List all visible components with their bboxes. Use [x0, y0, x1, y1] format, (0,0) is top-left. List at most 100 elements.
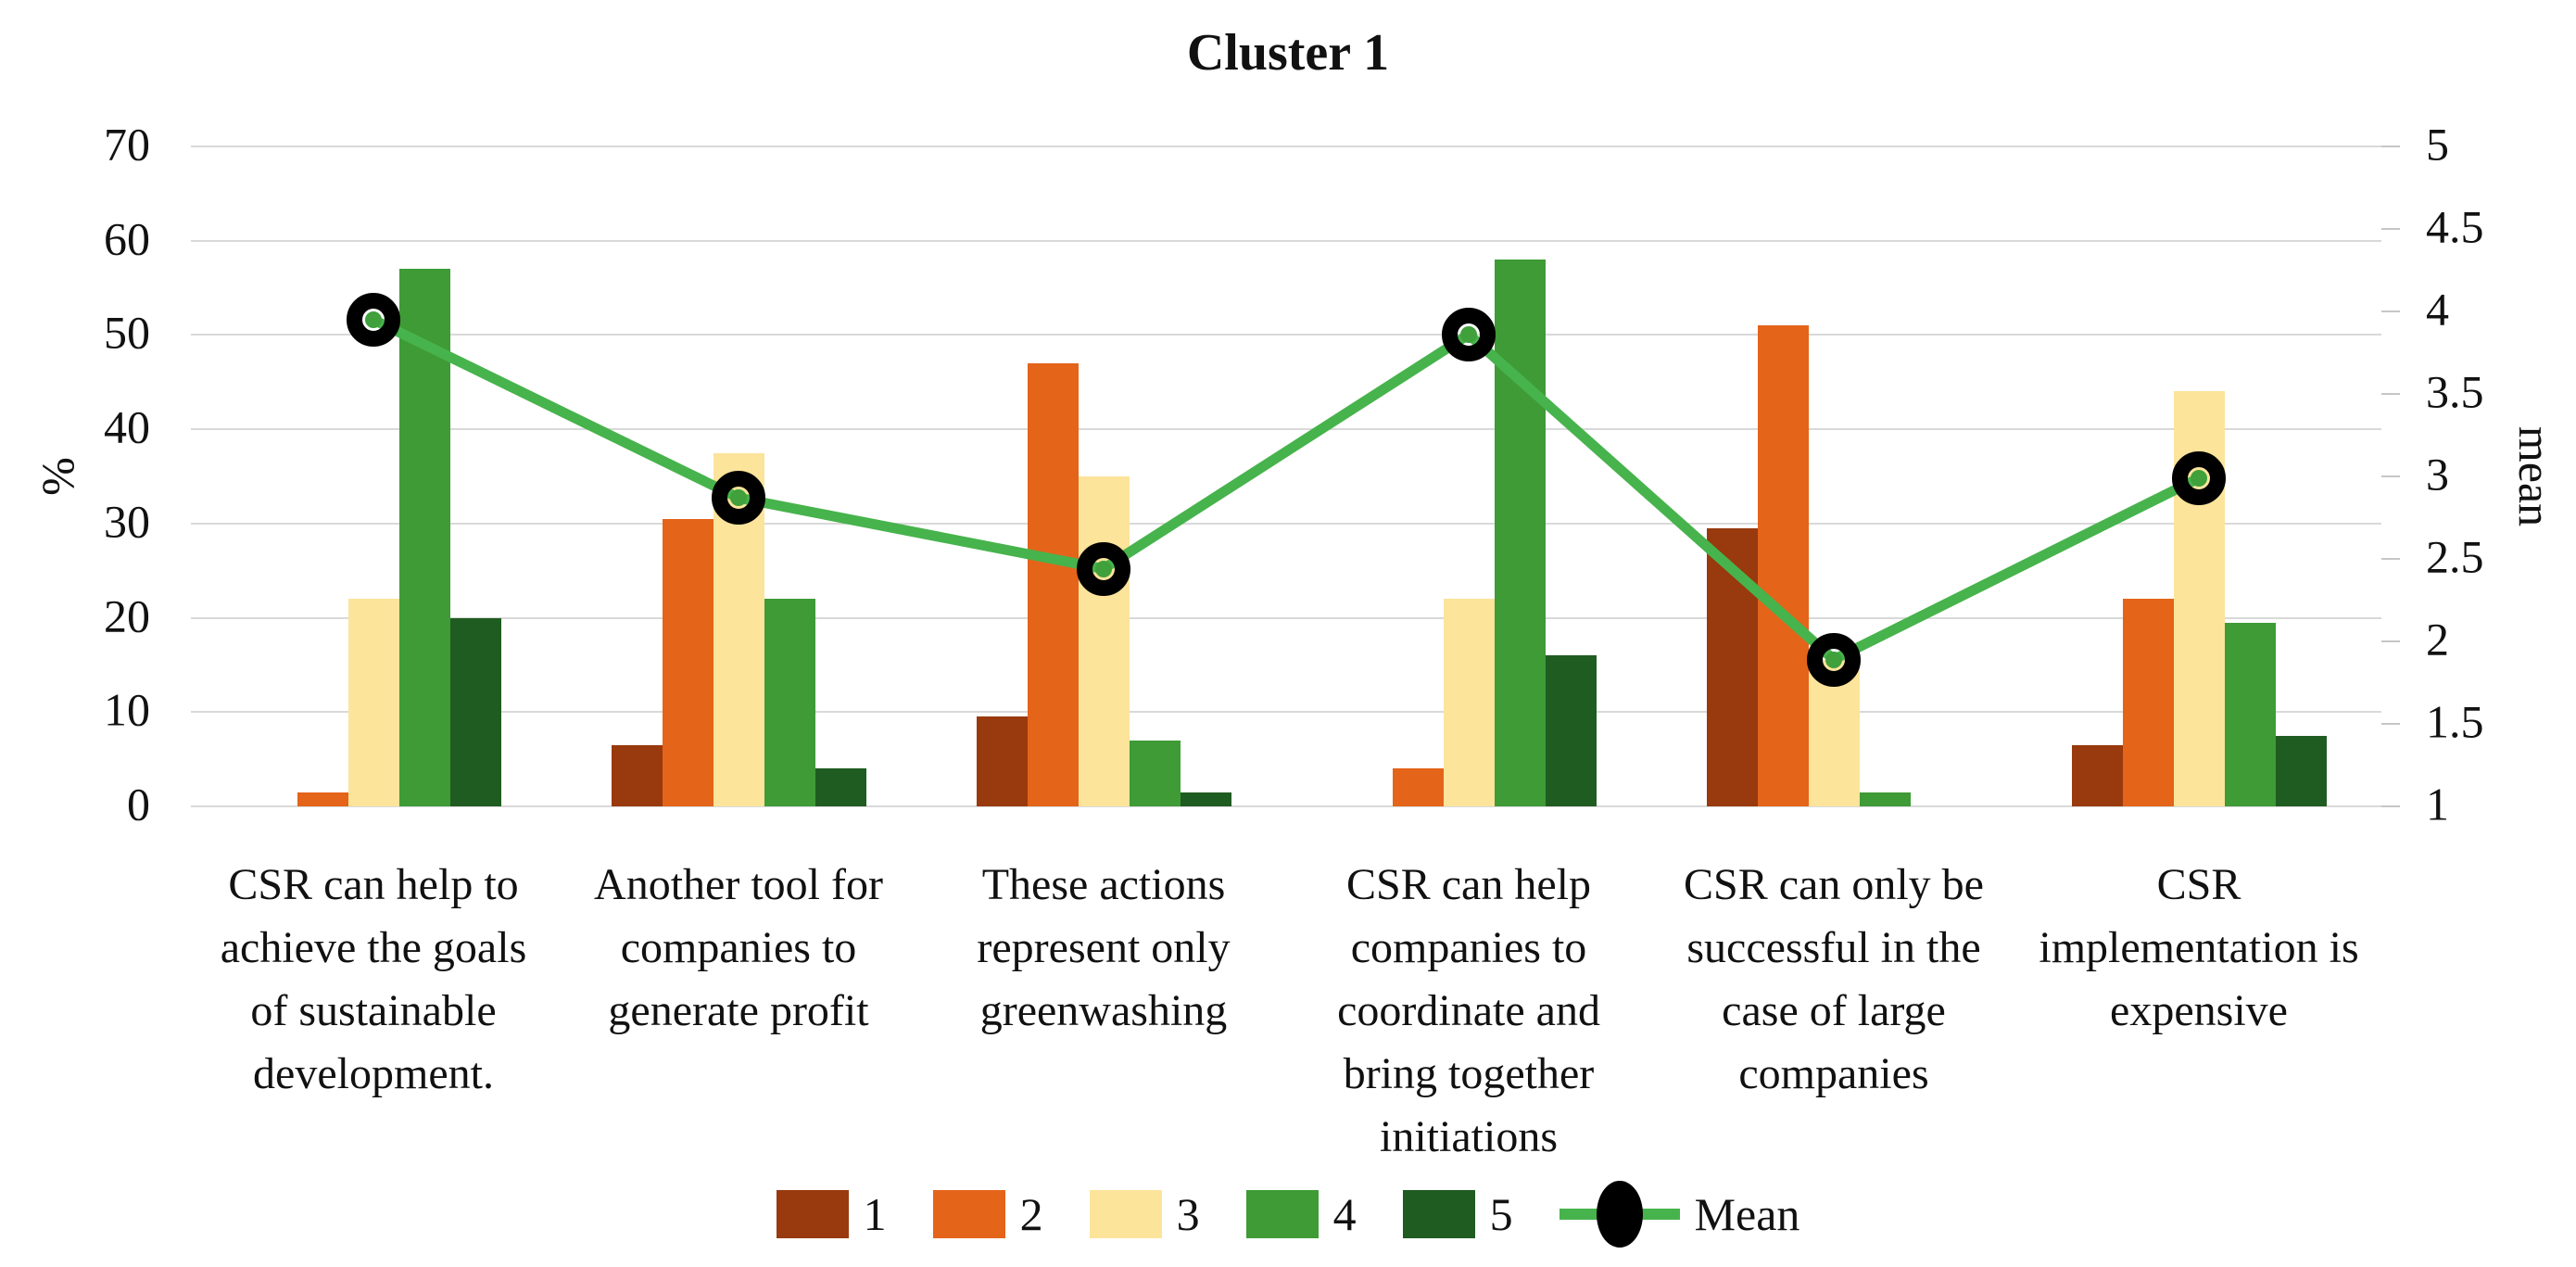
mean-marker-cat2: [712, 471, 765, 526]
bar-series5-cat6: [2275, 735, 2327, 806]
right-tick-mark-4: [2381, 310, 2400, 312]
left-tick-label-0: 0: [127, 778, 150, 830]
legend-item-mean: Mean: [1559, 1179, 1800, 1249]
category-label-2: Another tool for companies to generate pro…: [553, 854, 924, 1043]
right-axis-title-mean: mean: [2509, 425, 2561, 527]
left-tick-label-70: 70: [104, 118, 150, 171]
bar-series3-cat3: [1078, 476, 1130, 806]
category-label-1-line-3: of sustainable: [250, 986, 497, 1035]
bar-series2-cat1: [297, 792, 348, 806]
right-tick-mark-2: [2381, 640, 2400, 642]
category-label-1: CSR can help to achieve the goals of susta…: [188, 854, 559, 1106]
legend-item-4: 4: [1245, 1187, 1357, 1241]
gridline-10: [191, 711, 2381, 714]
right-tick-mark-1.5: [2381, 723, 2400, 725]
bar-series1-cat3: [976, 716, 1028, 806]
category-label-5: CSR can only be successful in the case of …: [1648, 854, 2019, 1106]
left-tick-label-30: 30: [104, 495, 150, 548]
category-label-4: CSR can help companies to coordinate and br…: [1283, 854, 1654, 1169]
category-label-3: These actions represent only greenwashing: [918, 854, 1289, 1043]
bar-series4-cat6: [2224, 622, 2276, 806]
legend-swatch-2: [932, 1190, 1005, 1238]
mean-marker-cat5: [1807, 632, 1861, 687]
legend-swatch-3: [1089, 1190, 1162, 1238]
bar-series5-cat1: [449, 617, 501, 806]
gridline-0: [191, 805, 2381, 807]
left-axis-title-percent: %: [32, 457, 83, 496]
mean-marker-dot-cat2: [730, 489, 747, 507]
right-tick-label-1: 1: [2426, 778, 2449, 830]
category-label-5-line-3: case of large: [1722, 986, 1946, 1035]
gridline-60: [191, 239, 2381, 242]
legend-label-5: 5: [1489, 1188, 1513, 1240]
category-label-1-line-1: CSR can help to: [228, 860, 519, 909]
category-label-3-line-2: represent only: [977, 923, 1231, 972]
mean-marker-cat3: [1077, 541, 1130, 596]
legend-label-mean: Mean: [1694, 1188, 1800, 1240]
category-label-2-line-2: companies to: [620, 923, 857, 972]
left-tick-label-10: 10: [104, 683, 150, 736]
category-label-6-line-3: expensive: [2110, 986, 2288, 1035]
mean-marker-cat6: [2172, 450, 2226, 505]
bar-series2-cat5: [1757, 325, 1809, 806]
category-label-2-line-1: Another tool for: [594, 860, 883, 909]
bar-series2-cat3: [1027, 362, 1079, 806]
bar-series2-cat6: [2122, 599, 2174, 806]
category-label-5-line-2: successful in the: [1686, 923, 1981, 972]
category-label-4-line-1: CSR can help: [1346, 860, 1591, 909]
legend-swatch-5: [1402, 1190, 1475, 1238]
bar-series2-cat2: [662, 518, 713, 806]
left-tick-label-20: 20: [104, 589, 150, 642]
mean-marker-dot-cat1: [365, 310, 382, 328]
mean-marker-dot-cat5: [1825, 651, 1842, 668]
gridline-50: [191, 334, 2381, 336]
right-tick-label-1.5: 1.5: [2426, 695, 2484, 748]
legend-item-1: 1: [776, 1187, 887, 1241]
category-label-5-line-1: CSR can only be: [1684, 860, 1984, 909]
legend-swatch-1: [776, 1190, 849, 1238]
legend-label-4: 4: [1332, 1188, 1357, 1240]
bar-series3-cat1: [347, 599, 399, 806]
bar-series5-cat3: [1180, 792, 1231, 806]
bar-series1-cat2: [611, 744, 663, 806]
right-tick-mark-3: [2381, 475, 2400, 477]
bar-series4-cat2: [764, 599, 815, 806]
right-tick-label-2.5: 2.5: [2426, 530, 2484, 583]
category-label-3-line-1: These actions: [981, 860, 1226, 909]
bar-series4-cat1: [398, 269, 450, 806]
legend-item-5: 5: [1402, 1187, 1513, 1241]
bar-series2-cat4: [1392, 768, 1444, 806]
right-tick-label-2: 2: [2426, 613, 2449, 665]
category-label-6-line-1: CSR: [2156, 860, 2241, 909]
legend-label-3: 3: [1176, 1188, 1200, 1240]
category-label-4-line-4: bring together: [1343, 1049, 1595, 1098]
mean-legend-marker-icon: [1559, 1179, 1680, 1249]
category-label-1-line-2: achieve the goals: [220, 923, 527, 972]
chart-title: Cluster 1: [1186, 24, 1390, 82]
legend-label-1: 1: [863, 1188, 887, 1240]
right-tick-label-4: 4: [2426, 283, 2449, 336]
gridline-70: [191, 146, 2381, 147]
left-tick-label-60: 60: [104, 212, 150, 265]
category-label-4-line-2: companies to: [1350, 923, 1587, 972]
category-label-6: CSR implementation is expensive: [2014, 854, 2384, 1043]
bar-series5-cat4: [1545, 655, 1597, 806]
left-tick-label-40: 40: [104, 400, 150, 453]
category-label-5-line-4: companies: [1738, 1049, 1929, 1098]
right-tick-label-3.5: 3.5: [2426, 365, 2484, 418]
gridline-30: [191, 522, 2381, 525]
gridline-40: [191, 428, 2381, 431]
bar-series4-cat5: [1859, 792, 1911, 806]
mean-marker-dot-cat4: [1460, 325, 1477, 343]
legend-item-2: 2: [932, 1187, 1043, 1241]
left-tick-label-50: 50: [104, 307, 150, 360]
gridline-20: [191, 616, 2381, 619]
bar-series1-cat5: [1706, 527, 1758, 806]
legend: 1 2 3 4 5 Mean: [0, 1179, 2576, 1249]
category-label-4-line-3: coordinate and: [1337, 986, 1600, 1035]
right-tick-label-5: 5: [2426, 118, 2449, 171]
bar-series3-cat4: [1443, 599, 1495, 806]
legend-swatch-4: [1245, 1190, 1319, 1238]
mean-marker-dot-cat6: [2191, 469, 2207, 487]
